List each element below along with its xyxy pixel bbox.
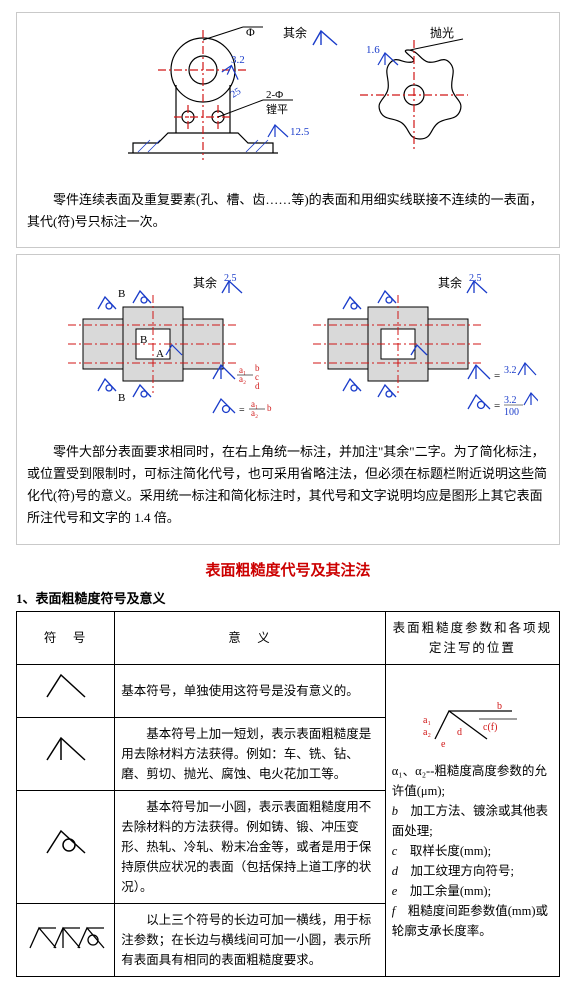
label-rest-1: 其余 [283,25,307,40]
label-rest-3: 其余 [438,275,462,290]
label-polish: 抛光 [430,25,454,40]
param-line-0: α₁、α₂--粗糙度高度参数的允许值(μm); [392,761,553,801]
pd-a2: a₂ [423,727,431,738]
svg-text:a₂: a₂ [239,374,246,384]
pd-b: b [497,701,502,712]
symbol-all [17,903,115,976]
pv-c: c [392,844,398,858]
figure-1: Φ 其余 3.2 2-Φ 镗平 25 1 [27,25,549,179]
meaning-2: 基本符号上加一短划，表示表面粗糙度是用去除材料方法获得。例如：车、铣、钻、磨、剪… [115,717,386,790]
th-param: 表面粗糙度参数和各项规定注写的位置 [385,611,559,664]
section-title: 表面粗糙度代号及其注法 [16,559,560,580]
val-100: 100 [504,407,519,418]
pd-a1: a₁ [423,715,431,726]
param-line-5: 粗糙度间距参数值(mm)或轮廓支承长度率。 [392,904,548,938]
pv-d: d [392,864,398,878]
symbol-noremove [17,790,115,903]
label-boring: 镗平 [266,102,288,116]
figure-2: B B B A 其余 2.5 a₁ a₂ b c [27,267,549,431]
svg-text:d: d [255,381,260,391]
val-12-5: 12.5 [290,126,310,138]
param-cell: a₁ a₂ d e b c(f) α₁、α₂--粗糙度高度参数的允许值(μm);… [385,664,559,976]
val-3-2: 3.2 [231,54,245,66]
param-line-3: 加工纹理方向符号; [411,864,514,878]
svg-text:=: = [494,400,500,412]
symbol-basic [17,664,115,717]
param-line-2: 取样长度(mm); [410,844,491,858]
val-1-6: 1.6 [366,44,380,56]
svg-text:=: = [494,370,500,382]
val-3-2b: 3.2 [504,365,517,376]
label-A: A [156,348,164,360]
label-B: B [118,288,125,300]
pd-cf: c(f) [483,722,497,733]
table-header-row: 符 号 意 义 表面粗糙度参数和各项规定注写的位置 [17,611,560,664]
val-3-2c: 3.2 [504,395,517,406]
svg-text:b: b [267,403,272,413]
label-Bmid: B [140,334,147,346]
meaning-3: 基本符号加一小圆，表示表面粗糙度用不去除材料的方法获得。例如铸、锻、冲压变形、热… [115,790,386,903]
label-phi: Φ [246,25,255,39]
symbol-remove [17,717,115,790]
section-figure-2: B B B A 其余 2.5 a₁ a₂ b c [16,254,560,544]
meaning-1: 基本符号，单独使用这符号是没有意义的。 [115,664,386,717]
pv-f: f [392,904,395,918]
meaning-4: 以上三个符号的长边可加一横线，用于标注参数；在长边与横线间可加一小圆，表示所有表… [115,903,386,976]
table-heading: 1、表面粗糙度符号及意义 [16,588,560,607]
param-line-4: 加工余量(mm); [410,884,491,898]
pv-b: b [392,804,398,818]
roughness-symbol-table: 符 号 意 义 表面粗糙度参数和各项规定注写的位置 基本符号，单独使用这符号是没… [16,611,560,977]
paragraph-1: 零件连续表面及重复要素(孔、槽、齿……等)的表面和用细实线联接不连续的一表面，其… [27,189,549,233]
param-line-1: 加工方法、镀涂或其他表面处理; [392,804,548,838]
pd-d: d [457,727,462,738]
pv-e: e [392,884,398,898]
section-figure-1: Φ 其余 3.2 2-Φ 镗平 25 1 [16,12,560,248]
paragraph-2: 零件大部分表面要求相同时，在右上角统一标注，并加注"其余"二字。为了简化标注，或… [27,441,549,529]
val-25: 25 [229,86,243,101]
th-symbol: 符 号 [17,611,115,664]
table-row: 基本符号，单独使用这符号是没有意义的。 a₁ a₂ d e b [17,664,560,717]
svg-text:a₂: a₂ [251,408,258,418]
label-rest-2: 其余 [193,275,217,290]
th-meaning: 意 义 [115,611,386,664]
pd-e: e [441,739,446,749]
label-2phi: 2-Φ [266,89,283,101]
svg-text:=: = [239,405,245,416]
label-B2: B [118,392,125,404]
